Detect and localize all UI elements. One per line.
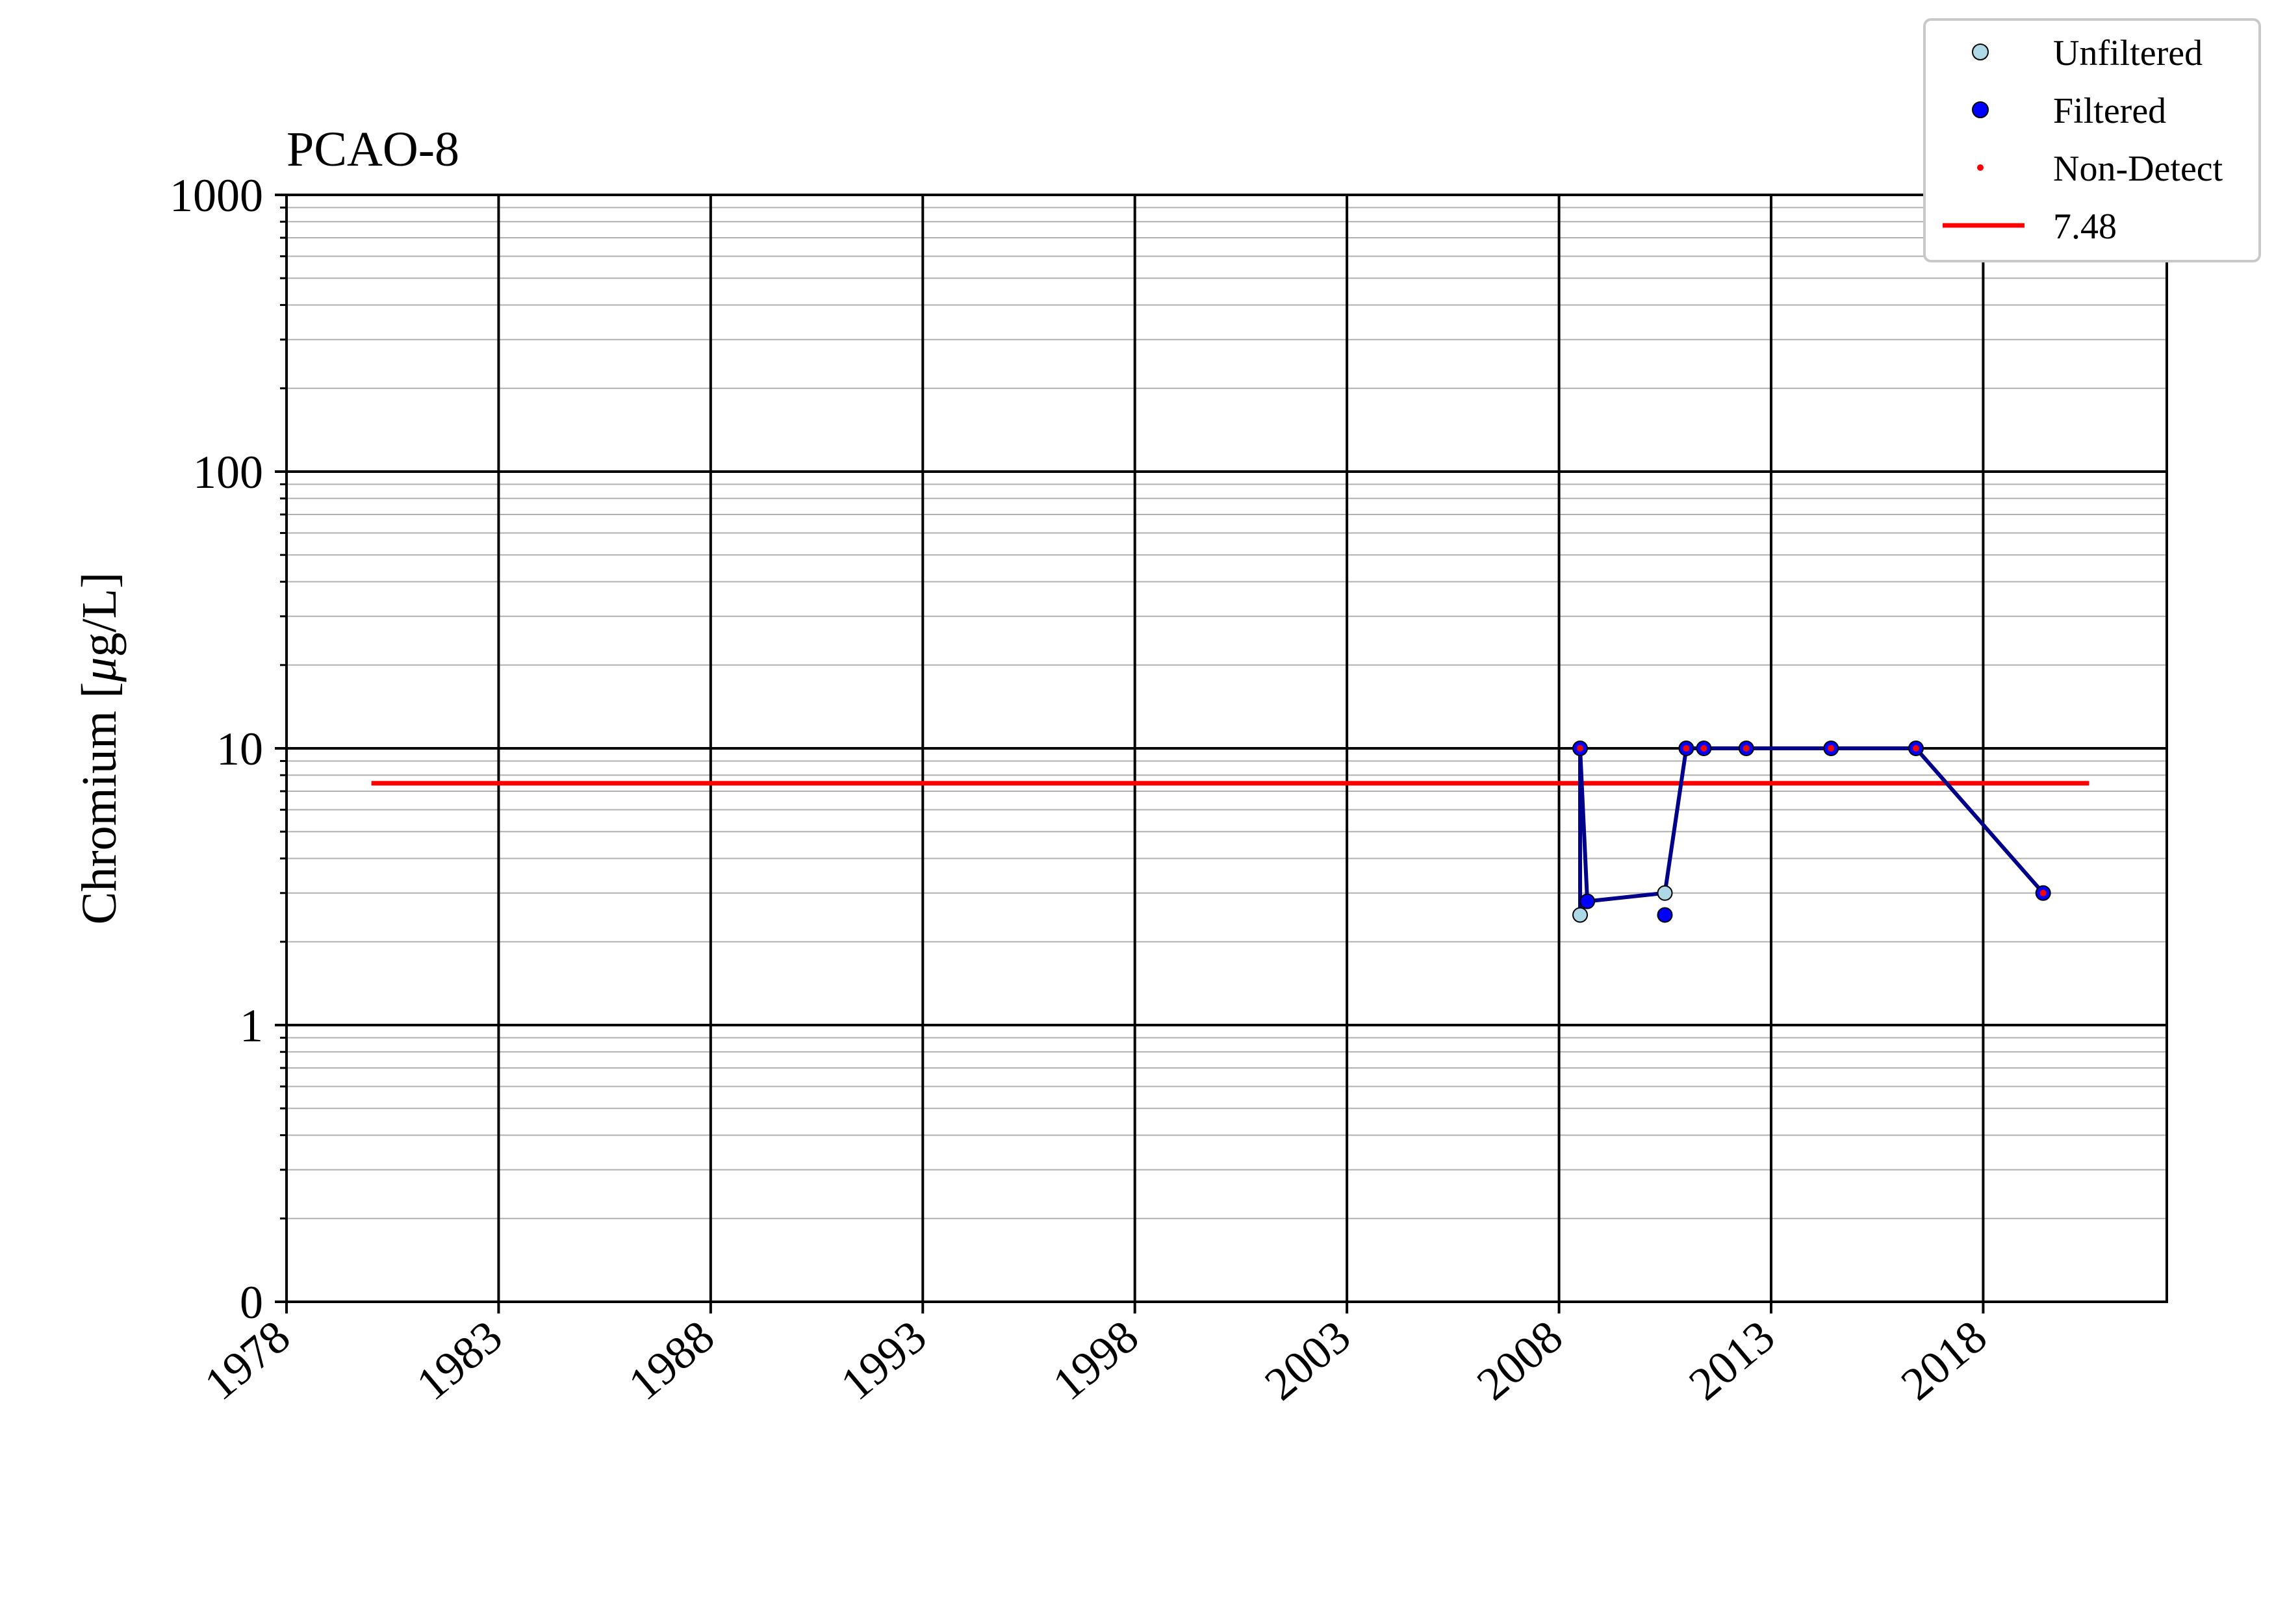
non-detect-point xyxy=(1577,745,1584,752)
filtered-point xyxy=(1657,907,1673,923)
non-detect-point xyxy=(1743,745,1750,752)
x-tick-label: 2008 xyxy=(1467,1310,1572,1410)
x-tick-label: 1983 xyxy=(407,1310,512,1410)
legend-label: Non-Detect xyxy=(2053,149,2223,189)
filtered-point xyxy=(1579,893,1596,909)
y-tick-label: 10 xyxy=(216,723,263,775)
legend-label: Unfiltered xyxy=(2053,33,2203,73)
data-points-layer xyxy=(1572,741,2051,923)
legend-non-detect-marker xyxy=(1977,164,1984,171)
unfiltered-point xyxy=(1572,907,1589,923)
y-tick-label: 0 xyxy=(240,1276,263,1328)
legend: Unfiltered Filtered Non-Detect 7.48 xyxy=(1923,18,2261,262)
non-detect-point xyxy=(1700,745,1707,752)
y-tick-label: 1000 xyxy=(170,170,263,222)
x-tick-label: 1988 xyxy=(619,1310,724,1410)
x-axis: 1978 1983 1988 1993 1998 2003 2008 2013 2018 xyxy=(195,1302,1997,1410)
non-detect-point xyxy=(1683,745,1690,752)
legend-frame xyxy=(1923,18,2261,262)
y-tick-label: 1 xyxy=(240,1000,263,1052)
x-tick-label: 2013 xyxy=(1680,1310,1785,1410)
x-tick-label: 1998 xyxy=(1043,1310,1148,1410)
y-tick-label: 100 xyxy=(193,446,263,498)
chart-title: PCAO-8 xyxy=(287,122,459,177)
non-detect-point xyxy=(1828,745,1835,752)
legend-label: 7.48 xyxy=(2053,207,2117,247)
y-axis-label: Chromium [μg/L] xyxy=(72,572,127,925)
minor-gridlines xyxy=(287,207,2167,1219)
data-line xyxy=(1578,746,2045,915)
x-tick-label: 1993 xyxy=(831,1310,936,1410)
x-tick-label: 2003 xyxy=(1255,1310,1361,1410)
y-axis: 0 1 10 100 1000 xyxy=(170,170,287,1328)
data-line-layer xyxy=(1578,746,2045,915)
x-tick-label: 2018 xyxy=(1891,1310,1997,1410)
legend-filtered-marker xyxy=(1972,101,1989,118)
unfiltered-point xyxy=(1657,885,1673,901)
non-detect-point xyxy=(2039,889,2047,896)
non-detect-point xyxy=(1912,745,1919,752)
legend-label: Filtered xyxy=(2053,91,2166,131)
legend-unfiltered-marker xyxy=(1972,44,1989,60)
